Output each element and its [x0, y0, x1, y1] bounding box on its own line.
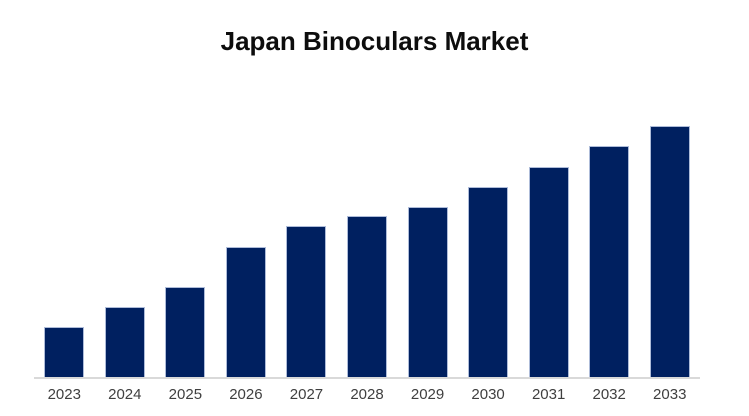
bar-chart-plot-area: [34, 100, 700, 379]
bar-slot-2024: [95, 100, 156, 377]
bar-slot-2030: [458, 100, 519, 377]
x-tick-label-2028: 2028: [350, 386, 384, 403]
bar-2025: [165, 287, 206, 377]
bar-2023: [44, 327, 85, 377]
bar-slot-2032: [579, 100, 640, 377]
bar-2030: [468, 187, 509, 377]
bar-slot-2027: [276, 100, 337, 377]
bar-slot-2033: [639, 100, 700, 377]
bar-2024: [104, 307, 145, 377]
bar-2033: [649, 126, 690, 377]
x-tick-label-2030: 2030: [471, 386, 505, 403]
x-tick-label-2033: 2033: [653, 386, 687, 403]
x-tick-label-2026: 2026: [229, 386, 263, 403]
bar-slot-2023: [34, 100, 95, 377]
bar-2027: [286, 226, 327, 377]
x-axis: 2023 2024 2025 2026 2027 2028 2029 2030 2031 2032…: [34, 386, 700, 403]
bar-2031: [528, 167, 569, 377]
x-tick-label-2024: 2024: [108, 386, 142, 403]
x-tick-label-2025: 2025: [168, 386, 203, 403]
bar-2026: [225, 247, 266, 377]
bar-slot-2026: [216, 100, 277, 377]
bar-slot-2031: [518, 100, 579, 377]
x-tick-label-2023: 2023: [47, 386, 81, 403]
bar-2029: [407, 207, 448, 377]
x-tick-label-2027: 2027: [289, 386, 324, 403]
bar-slot-2028: [337, 100, 398, 377]
x-tick-label-2031: 2031: [531, 386, 566, 403]
bar-slot-2029: [397, 100, 458, 377]
bar-2032: [589, 146, 630, 377]
bar-slot-2025: [155, 100, 216, 377]
x-tick-label-2032: 2032: [592, 386, 626, 403]
chart-title: Japan Binoculars Market: [220, 26, 529, 56]
bar-2028: [347, 216, 387, 377]
x-tick-label-2029: 2029: [410, 386, 445, 403]
